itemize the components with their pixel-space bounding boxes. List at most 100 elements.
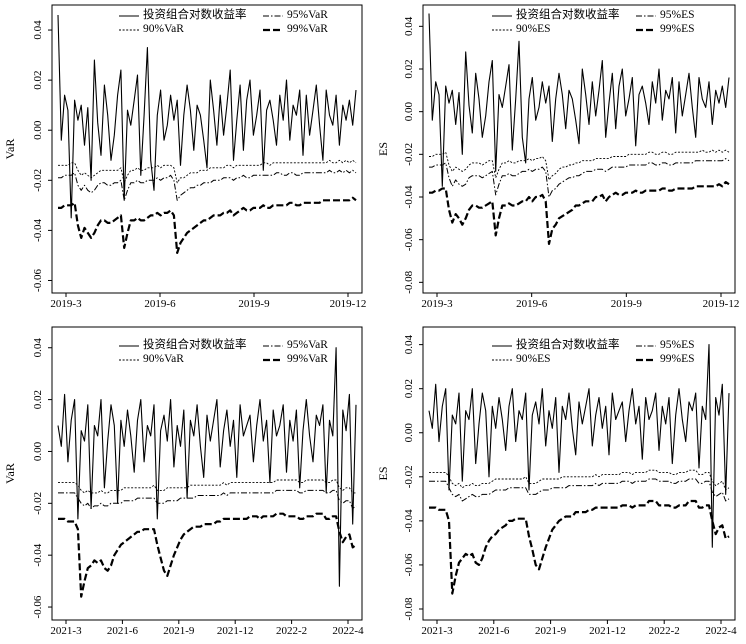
legend-label: 投资组合对数收益率 bbox=[143, 9, 247, 21]
series-line-var90 bbox=[58, 159, 357, 184]
legend-swatch bbox=[263, 345, 283, 346]
x-tick-label: 2021-3 bbox=[421, 625, 453, 637]
legend-item-returns: 投资组合对数收益率 bbox=[118, 8, 247, 23]
chart-svg: 0.04 0.02 0.00 -0.02 -0.04 -0.06 -0.08 2021-3 20… bbox=[376, 326, 737, 637]
chart-svg: 0.04 0.02 0.00 -0.02 -0.04 -0.06 2019-3 2019-6 2… bbox=[3, 4, 366, 310]
legend-item-var99: 99%ES bbox=[635, 22, 695, 37]
y-tick-label: -0.02 bbox=[403, 143, 415, 166]
plot-frame bbox=[422, 4, 736, 294]
x-tick-label: 2021-6 bbox=[107, 625, 139, 637]
x-tick-label: 2021-12 bbox=[589, 625, 626, 637]
legend-swatch bbox=[492, 359, 512, 360]
x-tick-label: 2022-2 bbox=[649, 625, 680, 637]
x-tick-label: 2019-6 bbox=[144, 298, 176, 310]
legend-swatch bbox=[119, 14, 139, 17]
y-tick-label: -0.04 bbox=[32, 218, 44, 241]
legend-swatch bbox=[492, 14, 512, 17]
series-line-var99 bbox=[429, 499, 730, 595]
y-tick-label: 0.00 bbox=[32, 120, 44, 140]
series-line-var99 bbox=[58, 196, 357, 254]
x-tick-label: 2021-12 bbox=[217, 625, 254, 637]
legend-item-var90: 90%ES bbox=[491, 22, 551, 37]
legend-label: 95%VaR bbox=[287, 9, 328, 21]
chart-svg: 0.04 0.02 0.00 -0.02 -0.04 -0.06 2021-3 2021-6 2… bbox=[3, 326, 364, 637]
y-tick-label: -0.06 bbox=[403, 553, 415, 576]
legend-item-var99: 99%ES bbox=[635, 352, 695, 367]
legend-swatch bbox=[636, 345, 656, 346]
plot-frame bbox=[51, 326, 363, 621]
legend-swatch bbox=[636, 28, 656, 31]
x-tick-label: 2021-9 bbox=[163, 625, 195, 637]
y-axis-label: VaR bbox=[3, 139, 17, 160]
legend-label: 90%VaR bbox=[143, 353, 184, 365]
x-tick-label: 2019-6 bbox=[516, 298, 548, 310]
legend-label: 95%VaR bbox=[287, 339, 328, 351]
y-tick-label: -0.04 bbox=[403, 509, 415, 532]
series-line-var90 bbox=[58, 479, 356, 494]
chart-svg: 0.04 0.02 0.00 -0.02 -0.04 -0.06 -0.08 2019-3 20… bbox=[376, 4, 740, 310]
series-line-var95 bbox=[58, 489, 357, 509]
y-tick-label: -0.02 bbox=[32, 492, 44, 515]
chart-panel-var-2019: 0.04 0.02 0.00 -0.02 -0.04 -0.06 2019-3 2019-6 2… bbox=[0, 0, 373, 322]
y-tick-label: 0.02 bbox=[403, 59, 415, 78]
series-line-var90 bbox=[429, 149, 730, 181]
x-tick-label: 2021-3 bbox=[50, 625, 82, 637]
series-line-var95 bbox=[429, 478, 730, 502]
y-tick-label: 0.04 bbox=[403, 16, 415, 36]
chart-panel-es-2021: 0.04 0.02 0.00 -0.02 -0.04 -0.06 -0.08 2021-3 20… bbox=[373, 322, 746, 644]
legend-swatch bbox=[119, 29, 139, 30]
series-line-returns bbox=[57, 14, 357, 219]
y-tick-label: -0.04 bbox=[403, 185, 415, 208]
y-axis-label: ES bbox=[376, 142, 390, 156]
y-tick-label: 0.04 bbox=[403, 334, 415, 354]
legend-label: 95%ES bbox=[660, 9, 695, 21]
legend-item-var90: 90%ES bbox=[491, 352, 551, 367]
chart-legend: 投资组合对数收益率 95%VaR 90%VaR 99%VaR bbox=[118, 338, 358, 372]
legend-label: 95%ES bbox=[660, 339, 695, 351]
y-tick-label: -0.04 bbox=[32, 543, 44, 566]
legend-swatch bbox=[636, 15, 656, 16]
x-tick-label: 2021-6 bbox=[478, 625, 510, 637]
legend-label: 投资组合对数收益率 bbox=[516, 9, 620, 21]
legend-swatch bbox=[263, 15, 283, 16]
legend-swatch bbox=[492, 29, 512, 30]
y-tick-label: -0.02 bbox=[403, 465, 415, 488]
legend-label: 99%ES bbox=[660, 23, 695, 35]
legend-swatch bbox=[263, 28, 283, 31]
y-tick-label: 0.00 bbox=[403, 423, 415, 443]
legend-swatch bbox=[636, 358, 656, 361]
x-tick-label: 2022-2 bbox=[276, 625, 307, 637]
legend-swatch bbox=[492, 344, 512, 347]
legend-item-var90: 90%VaR bbox=[118, 22, 184, 37]
y-tick-label: -0.06 bbox=[32, 595, 44, 618]
y-tick-label: -0.06 bbox=[403, 228, 415, 251]
series-line-var95 bbox=[429, 158, 730, 198]
x-tick-label: 2022-4 bbox=[705, 625, 737, 637]
y-tick-label: 0.00 bbox=[403, 102, 415, 122]
legend-label: 90%ES bbox=[516, 23, 551, 35]
legend-label: 投资组合对数收益率 bbox=[143, 339, 247, 351]
legend-label: 99%VaR bbox=[287, 23, 328, 35]
y-tick-label: -0.02 bbox=[32, 169, 44, 192]
legend-swatch bbox=[119, 359, 139, 360]
y-tick-label: 0.04 bbox=[32, 338, 44, 358]
y-tick-label: 0.00 bbox=[32, 441, 44, 461]
chart-legend: 投资组合对数收益率 95%VaR 90%VaR 99%VaR bbox=[118, 8, 358, 42]
series-line-var99 bbox=[429, 181, 730, 245]
x-tick-label: 2019-12 bbox=[703, 298, 740, 310]
series-line-var95 bbox=[58, 169, 357, 201]
legend-item-returns: 投资组合对数收益率 bbox=[491, 338, 620, 353]
legend-item-var95: 95%VaR bbox=[262, 338, 328, 353]
chart-panel-var-2021: 0.04 0.02 0.00 -0.02 -0.04 -0.06 2021-3 2021-6 2… bbox=[0, 322, 373, 644]
y-tick-label: -0.08 bbox=[403, 270, 415, 293]
y-tick-label: 0.02 bbox=[403, 379, 415, 398]
series-line-var99 bbox=[58, 512, 357, 598]
x-tick-label: 2019-3 bbox=[50, 298, 82, 310]
x-tick-label: 2019-9 bbox=[238, 298, 270, 310]
legend-label: 99%ES bbox=[660, 353, 695, 365]
y-tick-label: 0.02 bbox=[32, 71, 44, 90]
series-line-returns bbox=[57, 347, 357, 587]
legend-item-var99: 99%VaR bbox=[262, 352, 328, 367]
legend-item-var90: 90%VaR bbox=[118, 352, 184, 367]
plot-frame bbox=[422, 326, 736, 621]
